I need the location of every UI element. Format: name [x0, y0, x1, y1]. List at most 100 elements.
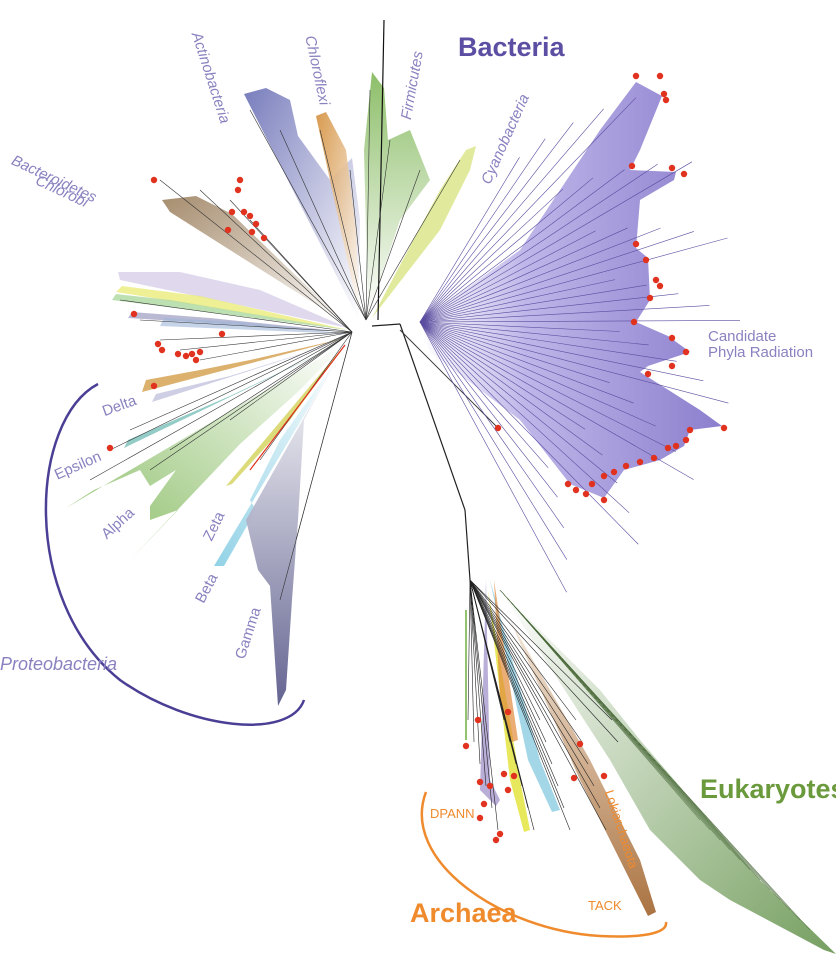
red-marker — [660, 90, 668, 98]
red-marker — [158, 346, 166, 354]
archaea-spoke-4 — [469, 579, 493, 809]
zeta-clade — [226, 348, 342, 486]
red-marker — [462, 742, 470, 750]
left-branch-14 — [229, 331, 353, 421]
archaea-spoke-23 — [469, 579, 607, 831]
red-marker — [476, 814, 484, 822]
archaea-spoke-12 — [469, 579, 541, 721]
up-branch-0 — [249, 109, 367, 321]
red-marker — [182, 352, 190, 360]
cpr-spoke-5 — [419, 188, 564, 323]
left-branch-17 — [295, 331, 353, 541]
red-marker — [510, 772, 518, 780]
alpha-clade — [66, 344, 344, 560]
archaea-spoke-17 — [469, 579, 571, 831]
cpr-branch — [399, 329, 501, 431]
cpr-spoke-27 — [419, 321, 656, 427]
cpr-spoke-35 — [419, 321, 549, 469]
red-marker — [664, 444, 672, 452]
red-marker — [668, 164, 676, 172]
red-marker — [630, 318, 638, 326]
cpr-spoke-37 — [419, 321, 564, 528]
red-marker — [600, 472, 608, 480]
cpr-spoke-1 — [419, 138, 546, 323]
cpr-spoke-7 — [419, 169, 625, 323]
archaea-spoke-24 — [469, 579, 613, 721]
cpr-spoke-17 — [419, 293, 679, 323]
red-marker — [228, 208, 236, 216]
cpr-spoke-12 — [419, 227, 661, 323]
red-marker — [500, 770, 508, 778]
red-marker — [192, 356, 200, 364]
left-colored-fan-2 — [116, 286, 348, 330]
red-marker — [240, 208, 248, 216]
red-marker — [668, 362, 676, 370]
red-marker — [668, 334, 676, 342]
red-marker — [646, 294, 654, 302]
red-marker — [662, 96, 670, 104]
cpr-spoke-23 — [419, 321, 704, 382]
archaea-spoke-1 — [469, 579, 475, 743]
left-branch-9 — [129, 331, 353, 431]
actinobacteria-clade — [244, 88, 360, 318]
dpann-label: DPANN — [430, 806, 475, 821]
proteobacteria-label: Proteobacteria — [0, 654, 118, 674]
cpr-spoke-9 — [419, 161, 693, 323]
up-branch-2 — [319, 129, 367, 321]
red-marker — [656, 282, 664, 290]
red-marker — [720, 424, 728, 432]
red-marker — [636, 458, 644, 466]
red-marker — [632, 72, 640, 80]
delta-clade-2 — [152, 340, 346, 402]
left-branch-5 — [139, 319, 353, 333]
epsilon-clade — [124, 342, 344, 448]
red-marker — [480, 800, 488, 808]
red-marker — [570, 774, 578, 782]
red-marker — [642, 256, 650, 264]
cpr-spoke-15 — [419, 279, 616, 323]
up-branch-4 — [365, 89, 371, 321]
red-marker — [628, 162, 636, 170]
left-branch-1 — [199, 189, 353, 333]
red-marker — [610, 468, 618, 476]
cpr-label-line1: Candidate — [708, 328, 777, 345]
red-marker — [672, 442, 680, 450]
cpr-spoke-39 — [419, 321, 567, 593]
cpr-spoke-4 — [419, 97, 637, 323]
red-marker — [600, 772, 608, 780]
cpr-spoke-33 — [419, 321, 630, 514]
archaea-spoke-18 — [469, 579, 577, 721]
red-marker — [474, 716, 482, 724]
cpr-spoke-8 — [419, 163, 658, 323]
up-branch-7 — [365, 159, 461, 321]
firmicutes-long-branch — [377, 19, 385, 321]
red-marker — [150, 176, 158, 184]
red-marker — [588, 480, 596, 488]
red-marker — [600, 496, 608, 504]
cpr-spoke-0 — [419, 157, 520, 323]
left-branch-0 — [159, 179, 353, 333]
delta-clade — [142, 338, 346, 392]
cpr-spoke-11 — [419, 227, 628, 323]
red-accent — [249, 344, 346, 471]
cpr-spoke-36 — [419, 321, 558, 498]
red-marker — [260, 234, 268, 242]
red-marker — [252, 220, 260, 228]
red-marker — [682, 348, 690, 356]
cpr-spoke-24 — [419, 321, 729, 404]
left-branch-4 — [119, 299, 353, 333]
archaea-spoke-5 — [469, 579, 499, 831]
cpr-clade — [420, 82, 722, 498]
red-marker — [682, 436, 690, 444]
left-branch-10 — [109, 331, 353, 451]
red-marker — [486, 782, 494, 790]
red-marker — [622, 462, 630, 470]
up-branch-6 — [365, 169, 421, 321]
up-branch-3 — [349, 169, 367, 321]
archaea-spoke-21 — [469, 579, 595, 787]
red-marker — [150, 382, 158, 390]
red-marker — [504, 708, 512, 716]
cpr-spoke-34 — [419, 321, 639, 545]
